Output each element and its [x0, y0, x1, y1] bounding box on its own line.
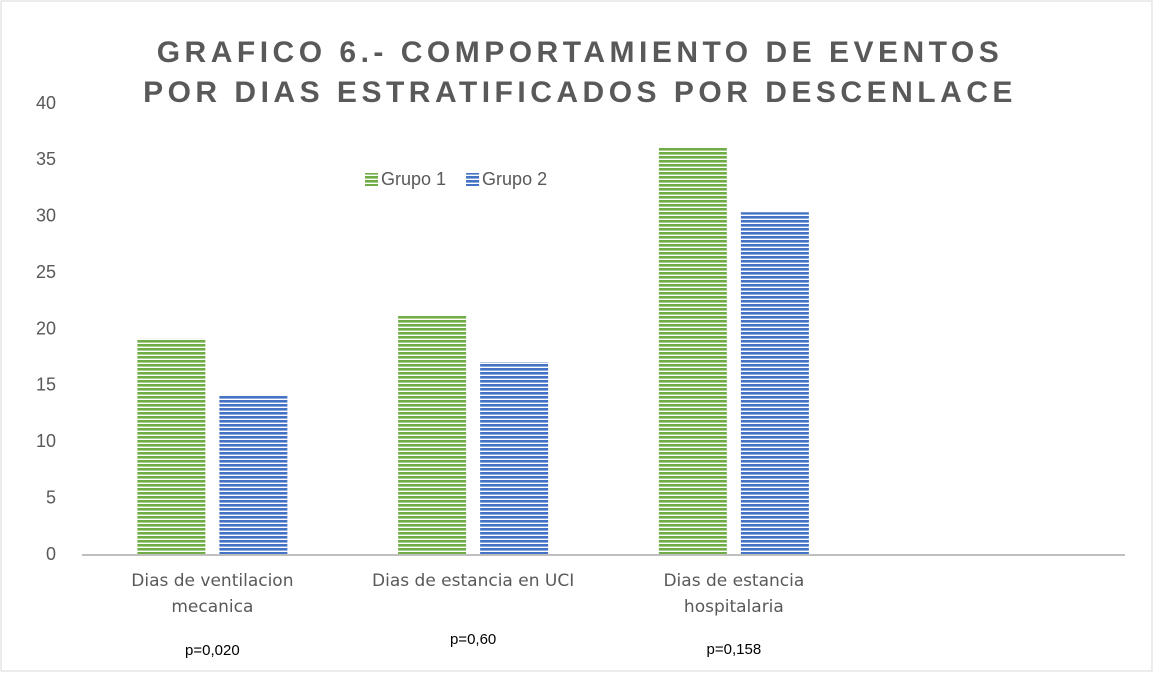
y-tick-label: 25 — [36, 262, 56, 282]
legend-label: Grupo 2 — [482, 169, 547, 189]
y-tick-label: 5 — [46, 487, 56, 507]
chart-title: GRAFICO 6.- COMPORTAMIENTO DE EVENTOS — [157, 36, 1004, 69]
y-tick-label: 15 — [36, 375, 56, 395]
bar — [740, 212, 809, 556]
bar — [137, 338, 206, 555]
x-tick-label-box: Dias de estancia en UCI — [372, 571, 575, 591]
bar — [480, 362, 549, 555]
bar — [219, 396, 288, 555]
x-tick-label: Dias de estancia en UCI — [372, 571, 575, 591]
x-tick-label-box: Dias de estancia hospitalaria — [663, 571, 805, 617]
annotation: p=0,020 — [185, 642, 240, 659]
bar — [658, 146, 727, 555]
legend-swatch — [466, 173, 480, 186]
y-tick-label: 20 — [36, 318, 56, 338]
chart-title: POR DIAS ESTRATIFICADOS POR DESCENLACE — [143, 76, 1017, 109]
legend-label: Grupo 1 — [381, 169, 446, 189]
x-tick-label-box: Dias de ventilacion mecanica — [131, 571, 294, 617]
x-tick-label: Dias de ventilacion mecanica — [131, 571, 294, 617]
y-tick-label: 10 — [36, 431, 56, 451]
annotation: p=0,158 — [707, 641, 762, 658]
y-tick-label: 35 — [36, 149, 56, 169]
y-tick-label: 30 — [36, 206, 56, 226]
legend-swatch — [365, 173, 378, 186]
y-tick-label: 0 — [46, 544, 56, 564]
bar — [398, 315, 467, 555]
x-tick-label: Dias de estancia hospitalaria — [663, 571, 805, 617]
y-tick-label: 40 — [36, 93, 56, 113]
annotation: p=0,60 — [450, 631, 496, 648]
